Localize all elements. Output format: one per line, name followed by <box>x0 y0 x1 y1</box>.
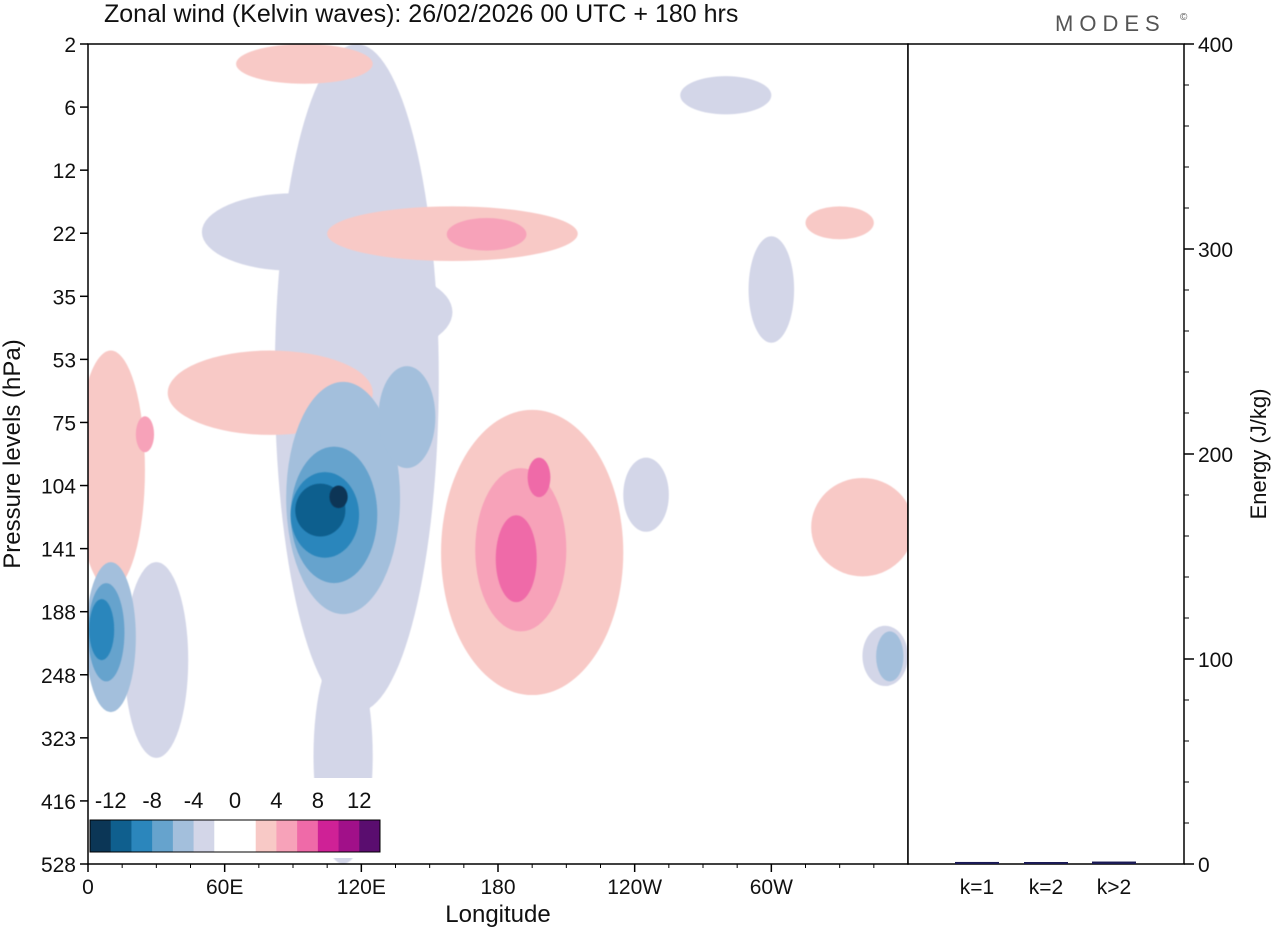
colorbar-label: 12 <box>347 788 371 813</box>
energy-y-tick-label: 400 <box>1198 34 1233 57</box>
x-tick-label: 180 <box>480 876 515 899</box>
colorbar-swatch <box>152 820 174 852</box>
positive-anomaly-level1-blob <box>236 44 373 84</box>
y-axis-label: Pressure levels (hPa) <box>0 339 26 568</box>
energy-bar <box>1024 862 1068 864</box>
positive-anomaly-level1-blob <box>811 477 908 577</box>
negative-anomaly-level1-blob <box>748 236 795 343</box>
y-axis: 2 6 12 22 35 53 75 104 141 188 248 323 416 528 <box>41 34 88 877</box>
negative-anomaly-level1-blob <box>293 270 453 354</box>
energy-y-tick-label: 300 <box>1198 239 1233 262</box>
colorbar-frame <box>89 819 381 853</box>
negative-anomaly-level2-blob <box>378 366 436 469</box>
x-tick-label: 0 <box>82 876 94 899</box>
energy-y-tick-label: 0 <box>1198 854 1210 877</box>
energy-bar <box>955 861 999 864</box>
y-tick-label: 528 <box>41 854 76 877</box>
positive-anomaly-level2-blob <box>446 217 527 251</box>
x-axis: 0 60E 120E 180 120W 60W <box>82 864 875 899</box>
negative-anomaly-level1-blob <box>623 457 669 532</box>
colorbar-swatch <box>131 820 153 852</box>
y-tick-label: 141 <box>41 539 76 562</box>
x-tick-label: 120E <box>337 876 386 899</box>
y-tick-label: 248 <box>41 665 76 688</box>
x-tick-label: 120W <box>607 876 662 899</box>
energy-y-tick-label: 100 <box>1198 649 1233 672</box>
y-tick-label: 35 <box>53 286 76 309</box>
negative-anomaly-level2-blob <box>876 631 904 682</box>
colorbar-label: 0 <box>229 788 241 813</box>
colorbar-label: -4 <box>184 788 204 813</box>
brand-mark: © <box>1180 12 1188 23</box>
y-tick-label: 323 <box>41 728 76 751</box>
y-tick-label: 12 <box>53 160 76 183</box>
colorbar-swatch <box>338 820 360 852</box>
colorbar-swatch <box>276 820 298 852</box>
colorbar-swatch <box>255 820 277 852</box>
colorbar-swatch <box>317 820 340 852</box>
heatmap-field <box>88 44 908 864</box>
negative-anomaly-level1-blob <box>680 76 772 115</box>
y-tick-label: 53 <box>53 349 76 372</box>
brand-logo: MODES <box>1055 11 1166 36</box>
colorbar-swatch <box>359 820 381 852</box>
positive-anomaly-level3-blob <box>495 515 537 603</box>
x-tick-label: 60E <box>206 876 243 899</box>
y-tick-label: 416 <box>41 791 76 814</box>
colorbar-swatch <box>90 820 112 852</box>
chart-title: Zonal wind (Kelvin waves): 26/02/2026 00… <box>104 0 738 28</box>
colorbar-label: 8 <box>312 788 324 813</box>
y-tick-label: 104 <box>41 476 76 499</box>
negative-anomaly-level1-blob <box>124 562 189 758</box>
negative-anomaly-level6-blob <box>329 485 348 509</box>
energy-bars <box>955 861 1136 864</box>
energy-y-axis: 0 100 200 300 400 <box>1184 34 1233 877</box>
y-tick-label: 75 <box>53 412 76 435</box>
positive-anomaly-level3-blob <box>527 457 551 498</box>
energy-category-label: k=2 <box>1029 876 1063 899</box>
negative-anomaly-level4-blob <box>89 599 115 661</box>
energy-category-label: k=1 <box>960 876 994 899</box>
y-tick-label: 6 <box>64 97 76 120</box>
x-axis-label: Longitude <box>445 901 550 928</box>
colorbar-label: 4 <box>270 788 282 813</box>
positive-anomaly-level2-blob <box>135 416 155 453</box>
energy-x-axis: k=1 k=2 k>2 <box>960 876 1131 899</box>
x-tick-label: 60W <box>750 876 793 899</box>
energy-frame <box>907 43 1185 865</box>
energy-bar <box>1092 861 1136 864</box>
y-tick-label: 188 <box>41 602 76 625</box>
energy-category-label: k>2 <box>1097 876 1131 899</box>
y-tick-label: 2 <box>64 34 76 57</box>
negative-anomaly-level1-blob <box>201 193 385 271</box>
colorbar-swatch <box>214 820 236 852</box>
colorbar-label: -12 <box>95 788 127 813</box>
colorbar-swatch <box>110 820 132 852</box>
colorbar: -12 -8 -4 0 4 8 12 <box>86 778 386 858</box>
colorbar-swatch <box>172 820 195 852</box>
colorbar-swatch <box>193 820 215 852</box>
energy-axis-label: Energy (J/kg) <box>1246 389 1271 520</box>
positive-anomaly-level1-blob <box>805 206 874 240</box>
colorbar-swatch <box>235 820 257 852</box>
energy-y-tick-label: 200 <box>1198 444 1233 467</box>
colorbar-swatch <box>297 820 319 852</box>
positive-anomaly-level1-blob <box>88 350 145 590</box>
y-tick-label: 22 <box>53 223 76 246</box>
colorbar-label: -8 <box>142 788 162 813</box>
